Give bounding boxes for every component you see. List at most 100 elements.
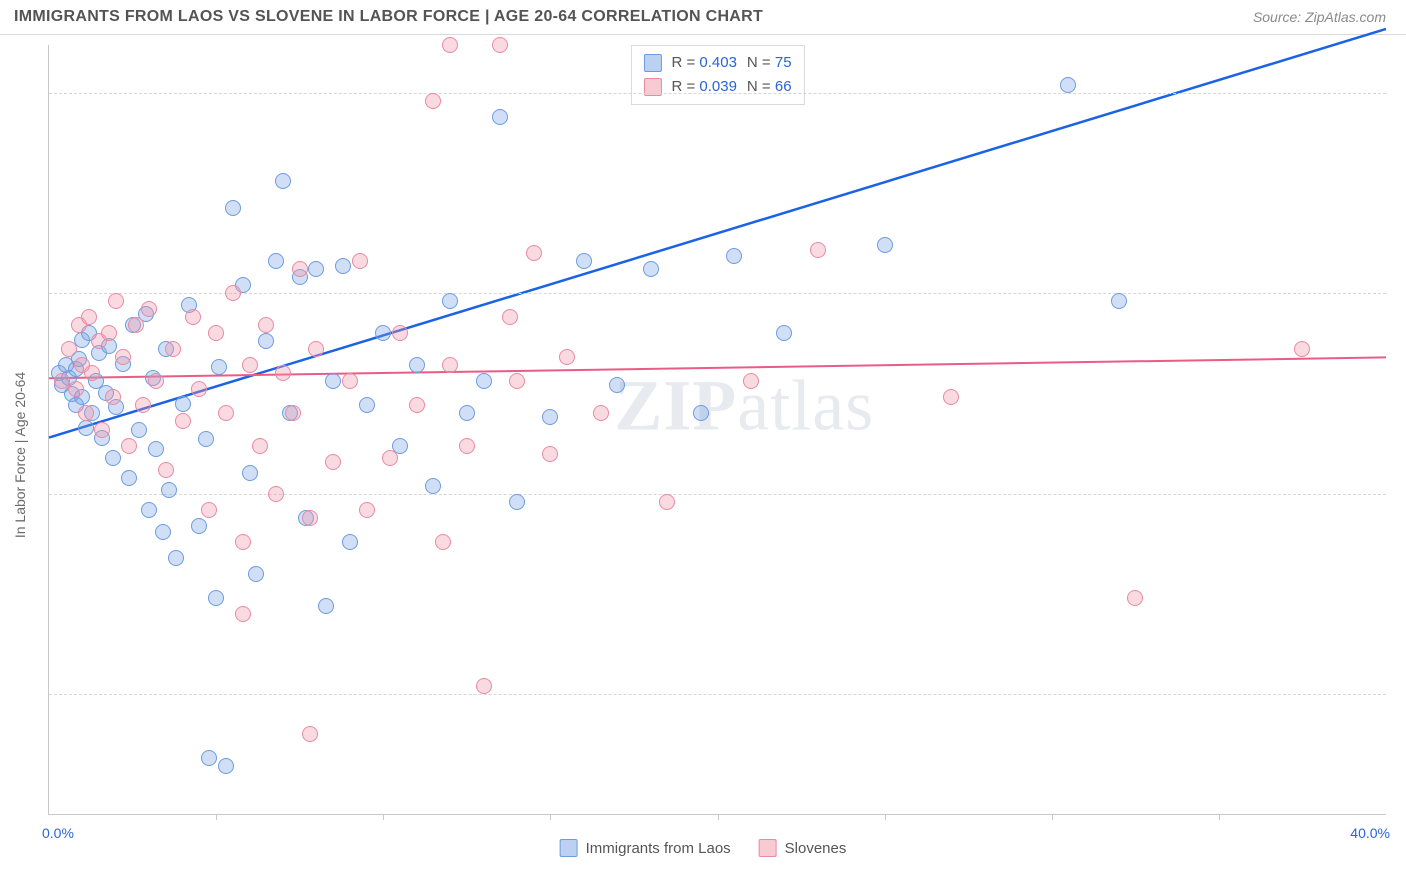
- source-label: Source: ZipAtlas.com: [1253, 9, 1386, 25]
- data-point: [877, 237, 893, 253]
- data-point: [1294, 341, 1310, 357]
- data-point: [268, 253, 284, 269]
- data-point: [258, 317, 274, 333]
- data-point: [78, 420, 94, 436]
- chart-title: IMMIGRANTS FROM LAOS VS SLOVENE IN LABOR…: [14, 8, 763, 26]
- data-point: [121, 470, 137, 486]
- data-point: [359, 397, 375, 413]
- data-point: [409, 397, 425, 413]
- data-point: [148, 373, 164, 389]
- y-axis-title: In Labor Force | Age 20-64: [12, 372, 28, 538]
- data-point: [94, 422, 110, 438]
- swatch-blue-icon: [643, 54, 661, 72]
- data-point: [559, 349, 575, 365]
- data-point: [1111, 293, 1127, 309]
- data-point: [242, 357, 258, 373]
- trend-lines: [49, 45, 1386, 814]
- x-axis-min-label: 0.0%: [42, 825, 74, 841]
- data-point: [342, 534, 358, 550]
- data-point: [131, 422, 147, 438]
- data-point: [78, 405, 94, 421]
- series-legend: Immigrants from Laos Slovenes: [560, 839, 847, 857]
- x-tick: [885, 814, 886, 820]
- data-point: [492, 37, 508, 53]
- data-point: [218, 758, 234, 774]
- data-point: [285, 405, 301, 421]
- data-point: [776, 325, 792, 341]
- gridline: 62.5%: [49, 694, 1386, 695]
- x-tick: [383, 814, 384, 820]
- data-point: [208, 590, 224, 606]
- data-point: [308, 261, 324, 277]
- x-tick: [216, 814, 217, 820]
- data-point: [318, 598, 334, 614]
- data-point: [593, 405, 609, 421]
- data-point: [392, 325, 408, 341]
- data-point: [155, 524, 171, 540]
- data-point: [375, 325, 391, 341]
- y-tick-label: 87.5%: [1396, 286, 1406, 302]
- y-tick-label: 62.5%: [1396, 687, 1406, 703]
- data-point: [442, 293, 458, 309]
- data-point: [1060, 77, 1076, 93]
- data-point: [459, 405, 475, 421]
- data-point: [201, 502, 217, 518]
- data-point: [105, 389, 121, 405]
- data-point: [275, 173, 291, 189]
- gridline: 100.0%: [49, 93, 1386, 94]
- data-point: [141, 502, 157, 518]
- data-point: [128, 317, 144, 333]
- x-tick: [1219, 814, 1220, 820]
- data-point: [191, 381, 207, 397]
- data-point: [268, 486, 284, 502]
- correlation-legend: R = 0.403 N = 75 R = 0.039 N = 66: [630, 45, 804, 105]
- data-point: [308, 341, 324, 357]
- data-point: [352, 253, 368, 269]
- data-point: [409, 357, 425, 373]
- data-point: [225, 285, 241, 301]
- gridline: 87.5%: [49, 293, 1386, 294]
- data-point: [435, 534, 451, 550]
- data-point: [442, 37, 458, 53]
- data-point: [275, 365, 291, 381]
- data-point: [292, 261, 308, 277]
- swatch-pink-icon: [759, 839, 777, 857]
- y-tick-label: 75.0%: [1396, 487, 1406, 503]
- data-point: [135, 397, 151, 413]
- x-axis-max-label: 40.0%: [1350, 825, 1390, 841]
- data-point: [476, 678, 492, 694]
- data-point: [201, 750, 217, 766]
- data-point: [121, 438, 137, 454]
- plot-area: ZIPatlas R = 0.403 N = 75 R = 0.039 N = …: [48, 45, 1386, 815]
- data-point: [191, 518, 207, 534]
- gridline: 75.0%: [49, 494, 1386, 495]
- data-point: [359, 502, 375, 518]
- data-point: [302, 726, 318, 742]
- data-point: [165, 341, 181, 357]
- data-point: [225, 200, 241, 216]
- data-point: [105, 450, 121, 466]
- x-tick: [550, 814, 551, 820]
- correlation-row-slovenes: R = 0.039 N = 66: [643, 75, 791, 99]
- data-point: [325, 373, 341, 389]
- data-point: [726, 248, 742, 264]
- swatch-blue-icon: [560, 839, 578, 857]
- data-point: [502, 309, 518, 325]
- data-point: [325, 454, 341, 470]
- correlation-row-laos: R = 0.403 N = 75: [643, 51, 791, 75]
- legend-item-slovenes: Slovenes: [759, 839, 847, 857]
- data-point: [218, 405, 234, 421]
- data-point: [810, 242, 826, 258]
- data-point: [382, 450, 398, 466]
- data-point: [425, 93, 441, 109]
- data-point: [442, 357, 458, 373]
- data-point: [235, 534, 251, 550]
- data-point: [542, 409, 558, 425]
- data-point: [743, 373, 759, 389]
- data-point: [643, 261, 659, 277]
- data-point: [175, 413, 191, 429]
- data-point: [476, 373, 492, 389]
- x-tick: [718, 814, 719, 820]
- data-point: [248, 566, 264, 582]
- data-point: [211, 359, 227, 375]
